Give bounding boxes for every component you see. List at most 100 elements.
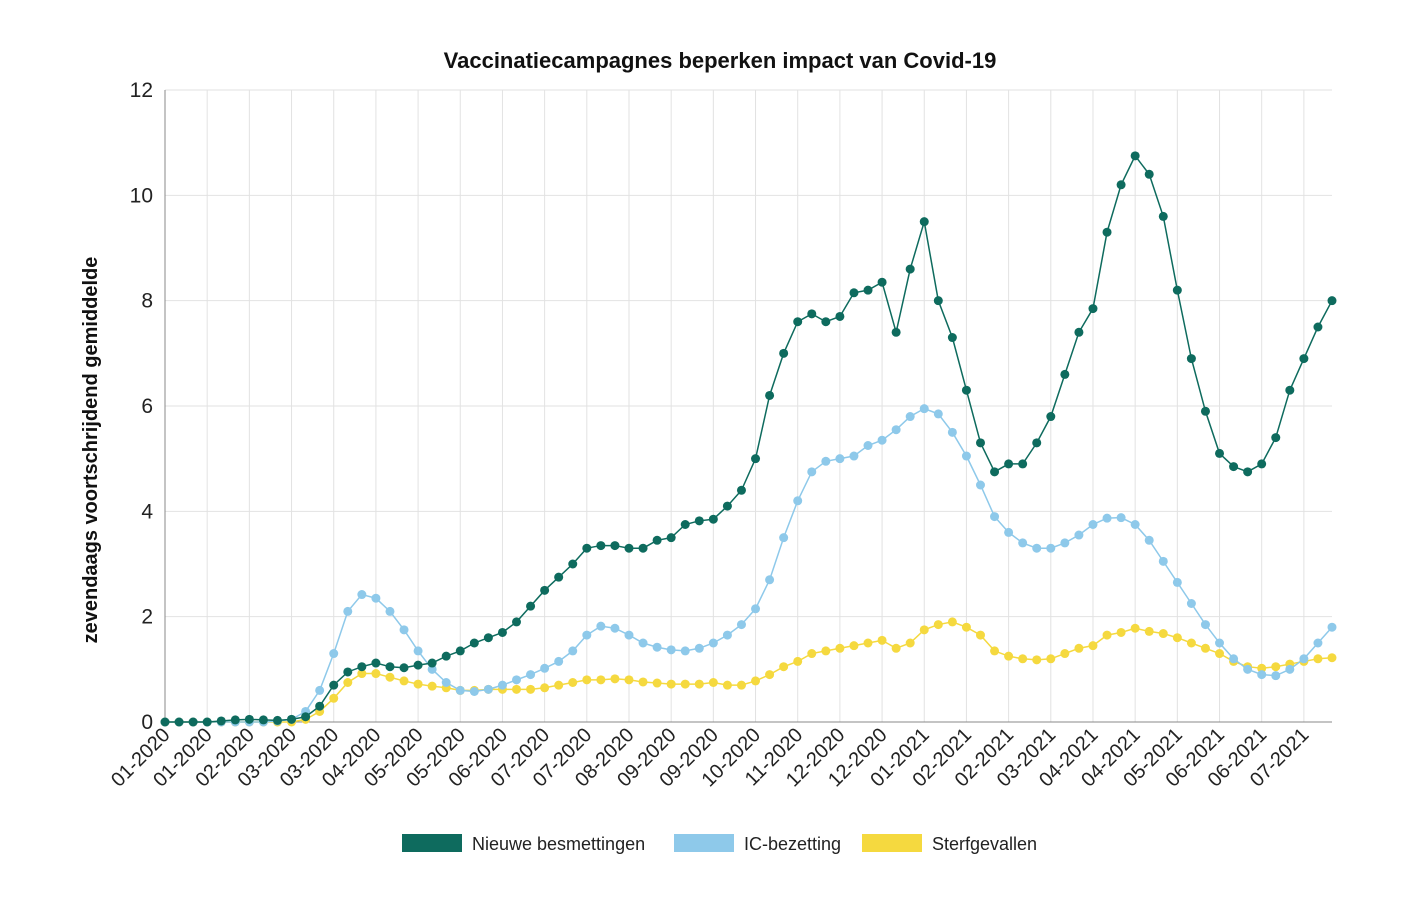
data-point xyxy=(975,480,985,490)
data-point xyxy=(1088,304,1098,314)
data-point xyxy=(610,674,620,684)
y-axis-title: zevendaags voortschrijdend gemiddelde xyxy=(80,257,102,644)
data-point xyxy=(1074,643,1084,653)
data-point xyxy=(975,630,985,640)
data-point xyxy=(1130,520,1140,529)
y-tick-label: 0 xyxy=(141,711,153,734)
data-point xyxy=(497,680,507,690)
legend-label: Sterfgevallen xyxy=(932,834,1037,854)
data-point xyxy=(1046,543,1056,553)
legend-swatch xyxy=(674,834,734,852)
data-point xyxy=(736,680,746,690)
data-point xyxy=(329,693,339,703)
data-point xyxy=(1313,654,1323,664)
data-point xyxy=(244,714,254,724)
data-point xyxy=(1060,538,1070,548)
data-point xyxy=(933,296,943,306)
data-point xyxy=(272,715,282,725)
data-point xyxy=(1257,459,1267,469)
data-point xyxy=(751,676,761,686)
data-point xyxy=(990,512,1000,522)
data-point xyxy=(343,678,353,687)
data-point xyxy=(1032,438,1042,448)
data-point xyxy=(554,680,564,690)
data-point xyxy=(736,485,746,495)
data-point xyxy=(399,625,409,635)
data-point xyxy=(582,675,592,685)
data-point xyxy=(666,533,676,543)
data-point xyxy=(1046,654,1056,664)
data-point xyxy=(708,678,718,687)
data-point xyxy=(343,606,353,616)
y-tick-label: 12 xyxy=(130,79,153,102)
data-point xyxy=(1271,433,1281,443)
data-point xyxy=(230,715,240,725)
data-point xyxy=(385,662,395,672)
data-point xyxy=(821,317,831,327)
data-point xyxy=(680,520,690,529)
data-point xyxy=(1130,151,1140,161)
data-point xyxy=(596,675,606,685)
data-point xyxy=(1032,655,1042,665)
data-point xyxy=(1200,643,1210,653)
data-point xyxy=(540,683,550,693)
data-point xyxy=(371,593,381,603)
data-point xyxy=(1088,641,1098,651)
data-point xyxy=(596,621,606,631)
data-point xyxy=(526,670,536,680)
data-point xyxy=(469,638,479,648)
data-point xyxy=(947,333,957,343)
data-point xyxy=(624,675,634,685)
data-point xyxy=(512,675,522,685)
data-point xyxy=(1116,513,1126,523)
data-point xyxy=(1215,638,1225,648)
data-point xyxy=(315,701,325,711)
data-point xyxy=(919,404,929,414)
data-point xyxy=(807,309,817,319)
data-point xyxy=(1102,630,1112,640)
legend-label: Nieuwe besmettingen xyxy=(472,834,645,854)
data-point xyxy=(891,425,901,435)
data-point xyxy=(793,656,803,666)
data-point xyxy=(399,663,409,673)
y-tick-label: 8 xyxy=(141,290,153,313)
data-point xyxy=(469,686,479,696)
data-point xyxy=(1313,638,1323,648)
data-point xyxy=(1144,169,1154,179)
data-point xyxy=(652,535,662,545)
data-point xyxy=(779,662,789,672)
data-point xyxy=(1200,620,1210,630)
data-point xyxy=(1327,653,1337,663)
data-point xyxy=(638,677,648,687)
data-point xyxy=(1229,654,1239,664)
data-point xyxy=(329,649,339,659)
data-point xyxy=(849,641,859,651)
data-point xyxy=(933,620,943,630)
data-point xyxy=(540,663,550,673)
data-point xyxy=(413,679,423,689)
data-point xyxy=(1186,599,1196,608)
data-point xyxy=(933,409,943,419)
data-point xyxy=(891,327,901,337)
data-point xyxy=(905,412,915,422)
data-point xyxy=(835,311,845,321)
data-point xyxy=(990,646,1000,656)
data-point xyxy=(961,622,971,632)
data-point xyxy=(1004,527,1014,537)
data-point xyxy=(216,716,226,726)
data-point xyxy=(371,658,381,668)
data-point xyxy=(315,685,325,695)
data-point xyxy=(638,638,648,648)
data-point xyxy=(779,348,789,358)
data-point xyxy=(1018,654,1028,664)
data-point xyxy=(1271,662,1281,672)
data-point xyxy=(483,684,493,694)
data-point xyxy=(301,712,311,722)
data-point xyxy=(1088,520,1098,529)
data-point xyxy=(174,717,184,727)
data-point xyxy=(1327,296,1337,306)
data-point xyxy=(568,559,578,569)
data-point xyxy=(1102,513,1112,523)
data-point xyxy=(1229,462,1239,472)
data-point xyxy=(1116,627,1126,637)
